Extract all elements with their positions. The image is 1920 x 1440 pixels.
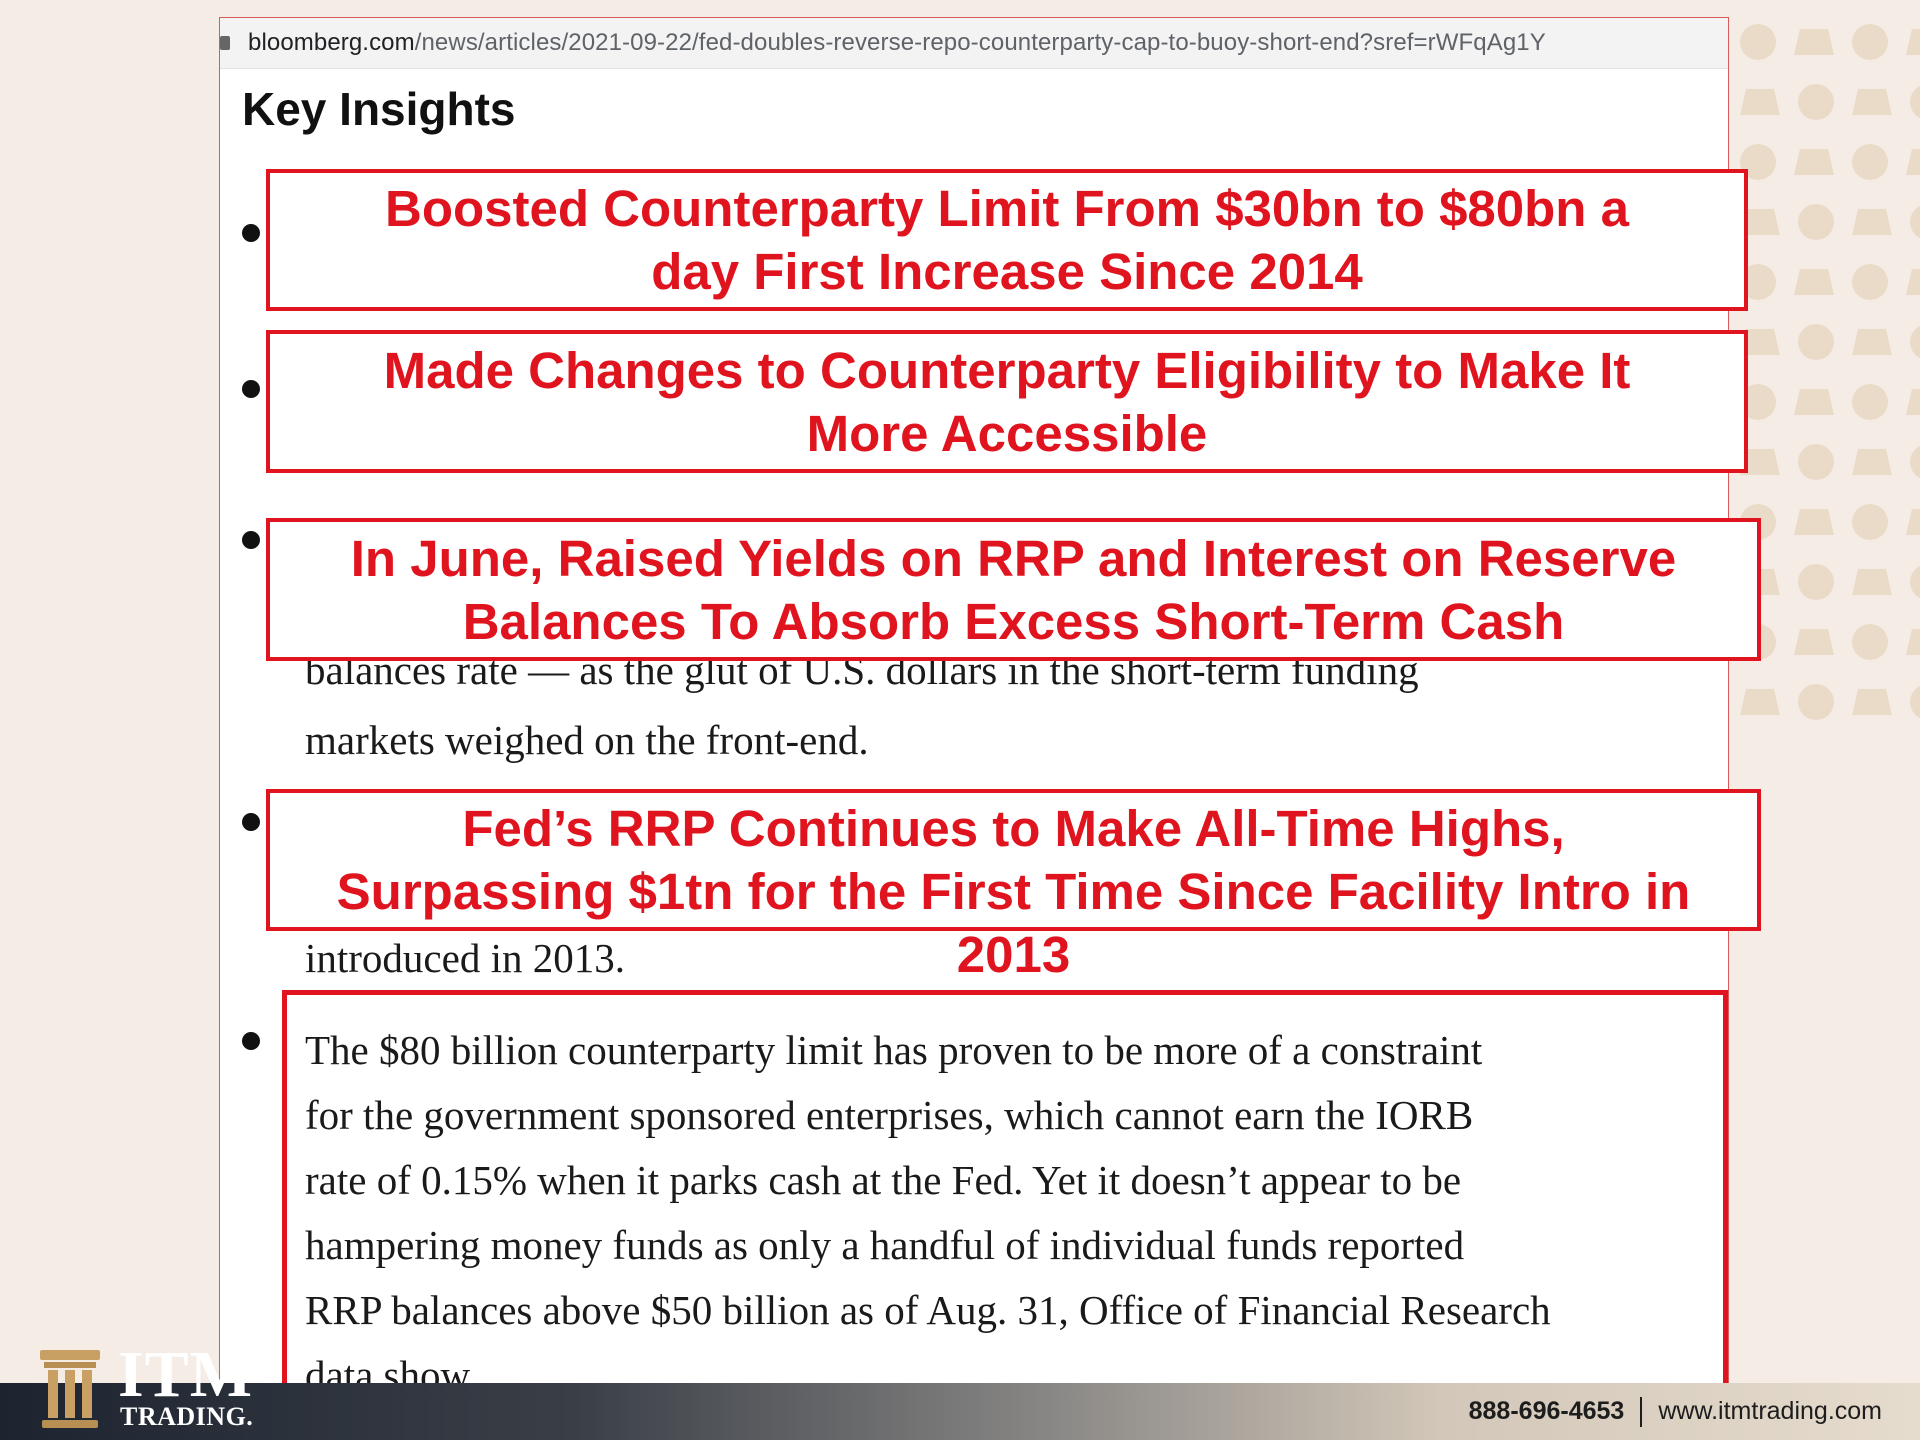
- bullet-5-text: The $80 billion counterparty limit has p…: [305, 1018, 1551, 1408]
- callout-1-line-1: Boosted Counterparty Limit From $30bn to…: [385, 180, 1629, 237]
- url-path: /news/articles/2021-09-22/fed-doubles-re…: [414, 29, 1546, 56]
- footer-separator: [1640, 1396, 1643, 1427]
- bullet-5-line-2: for the government sponsored enterprises…: [305, 1092, 1474, 1138]
- article-heading: Key Insights: [242, 83, 516, 135]
- logo-text-trading: TRADING.: [120, 1402, 254, 1431]
- bullet-dot-5: [242, 1032, 260, 1050]
- callout-3-line-2: Balances To Absorb Excess Short-Term Cas…: [462, 592, 1565, 650]
- bullet-dot-1: [242, 224, 260, 242]
- url-text[interactable]: bloomberg.com/news/articles/2021-09-22/f…: [248, 29, 1546, 57]
- decorative-pattern: [1730, 0, 1920, 790]
- url-host: bloomberg.com: [248, 29, 415, 56]
- bullet-4-line-last: introduced in 2013.: [305, 935, 625, 981]
- callout-counterparty-limit: Boosted Counterparty Limit From $30bn to…: [266, 169, 1748, 311]
- address-bar[interactable]: bloomberg.com/news/articles/2021-09-22/f…: [220, 18, 1728, 69]
- bullet-5-line-5: RRP balances above $50 billion as of Aug…: [305, 1287, 1551, 1333]
- logo-text-itm: ITM: [118, 1338, 253, 1411]
- bullet-5-line-3: rate of 0.15% when it parks cash at the …: [305, 1157, 1462, 1203]
- callout-4-line-2: Surpassing $1tn for the First Time Since…: [336, 863, 1691, 920]
- pillar-logo-icon: [40, 1350, 100, 1428]
- itm-trading-logo: ITM TRADING.: [38, 1342, 258, 1432]
- callout-1-line-2: day First Increase Since 2014: [651, 243, 1363, 300]
- footer-contact: 888-696-4653 www.itmtrading.com: [1469, 1383, 1882, 1440]
- callout-4-line-1: Fed’s RRP Continues to Make All-Time Hig…: [462, 800, 1565, 857]
- bullet-5-line-4: hampering money funds as only a handful …: [305, 1222, 1465, 1268]
- bullet-dot-2: [242, 380, 260, 398]
- callout-3-line-1: In June, Raised Yields on RRP and Intere…: [350, 529, 1677, 587]
- footer-phone[interactable]: 888-696-4653: [1468, 1397, 1625, 1425]
- callout-june-yields: In June, Raised Yields on RRP and Intere…: [266, 518, 1761, 661]
- bullet-dot-3: [242, 531, 260, 549]
- footer-website[interactable]: www.itmtrading.com: [1658, 1397, 1882, 1425]
- bullet-3-line-3: markets weighed on the front-end.: [305, 717, 869, 763]
- lock-icon: [220, 36, 230, 50]
- callout-2-line-2: More Accessible: [806, 404, 1208, 462]
- highlight-box-final-bullet: [282, 990, 1728, 1388]
- callout-4-overflow-year: 2013: [956, 926, 1071, 983]
- bullet-dot-4: [242, 813, 260, 831]
- callout-2-line-1: Made Changes to Counterparty Eligibility…: [383, 341, 1631, 399]
- footer-bar: 888-696-4653 www.itmtrading.com: [0, 1383, 1920, 1440]
- callout-eligibility: Made Changes to Counterparty Eligibility…: [266, 330, 1748, 473]
- bullet-5-line-1: The $80 billion counterparty limit has p…: [305, 1027, 1483, 1073]
- callout-rrp-highs: Fed’s RRP Continues to Make All-Time Hig…: [266, 789, 1761, 931]
